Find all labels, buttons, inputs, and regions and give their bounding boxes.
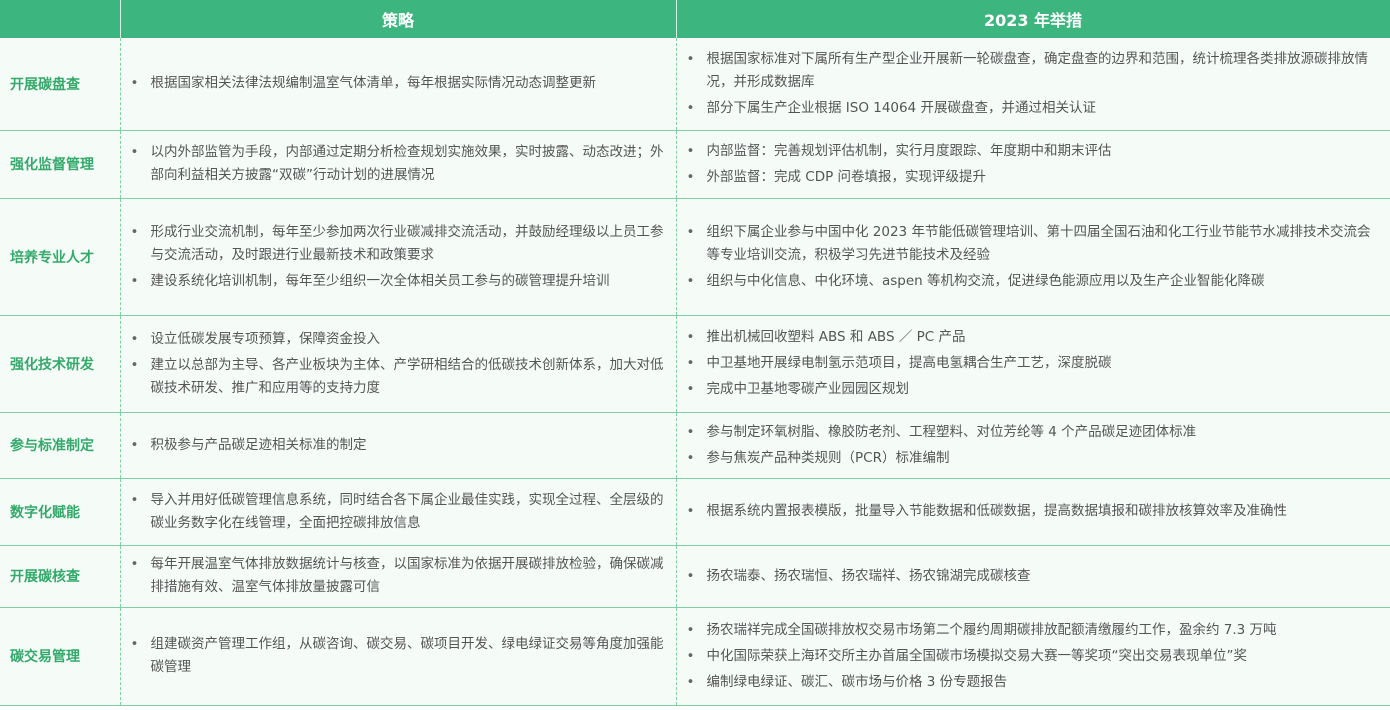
row-label: 强化技术研发 (0, 315, 120, 413)
actions-item: 组织与中化信息、中化环境、aspen 等机构交流，促进绿色能源应用以及生产企业智… (687, 270, 1381, 293)
actions-list: 推出机械回收塑料 ABS 和 ABS ／ PC 产品中卫基地开展绿电制氢示范项目… (677, 326, 1390, 401)
actions-item: 完成中卫基地零碳产业园园区规划 (687, 378, 1381, 401)
table-row: 开展碳核查每年开展温室气体排放数据统计与核查，以国家标准为依据开展碳排放检验，确… (0, 545, 1390, 608)
strategy-list: 导入并用好低碳管理信息系统，同时结合各下属企业最佳实践，实现全过程、全层级的碳业… (121, 489, 676, 535)
actions-item: 组织下属企业参与中国中化 2023 年节能低碳管理培训、第十四届全国石油和化工行… (687, 221, 1381, 267)
row-label: 强化监督管理 (0, 130, 120, 199)
actions-item: 部分下属生产企业根据 ISO 14064 开展碳盘查，并通过相关认证 (687, 97, 1381, 120)
strategy-list: 以内外部监管为手段，内部通过定期分析检查规划实施效果，实时披露、动态改进；外部向… (121, 141, 676, 187)
table-header: 策略 2023 年举措 (0, 0, 1390, 38)
actions-list: 根据国家标准对下属所有生产型企业开展新一轮碳盘查，确定盘查的边界和范围，统计梳理… (677, 48, 1390, 120)
strategy-cell: 组建碳资产管理工作组，从碳咨询、碳交易、碳项目开发、绿电绿证交易等角度加强能碳管… (119, 607, 676, 706)
strategy-list: 每年开展温室气体排放数据统计与核查，以国家标准为依据开展碳排放检验，确保碳减排措… (121, 553, 676, 599)
strategy-item: 设立低碳发展专项预算，保障资金投入 (131, 328, 666, 351)
header-actions: 2023 年举措 (676, 0, 1390, 38)
actions-cell: 根据国家标准对下属所有生产型企业开展新一轮碳盘查，确定盘查的边界和范围，统计梳理… (675, 38, 1390, 131)
row-label: 数字化赋能 (0, 478, 120, 546)
strategy-item: 以内外部监管为手段，内部通过定期分析检查规划实施效果，实时披露、动态改进；外部向… (131, 141, 666, 187)
actions-cell: 组织下属企业参与中国中化 2023 年节能低碳管理培训、第十四届全国石油和化工行… (675, 198, 1390, 316)
actions-cell: 推出机械回收塑料 ABS 和 ABS ／ PC 产品中卫基地开展绿电制氢示范项目… (675, 315, 1390, 413)
actions-list: 参与制定环氧树脂、橡胶防老剂、工程塑料、对位芳纶等 4 个产品碳足迹团体标准参与… (677, 421, 1390, 470)
actions-cell: 参与制定环氧树脂、橡胶防老剂、工程塑料、对位芳纶等 4 个产品碳足迹团体标准参与… (675, 412, 1390, 479)
actions-cell: 扬农瑞祥完成全国碳排放权交易市场第二个履约周期碳排放配额清缴履约工作，盈余约 7… (675, 607, 1390, 706)
strategy-item: 根据国家相关法律法规编制温室气体清单，每年根据实际情况动态调整更新 (131, 72, 666, 95)
actions-item: 内部监督：完善规划评估机制，实行月度跟踪、年度期中和期末评估 (687, 140, 1381, 163)
actions-item: 根据国家标准对下属所有生产型企业开展新一轮碳盘查，确定盘查的边界和范围，统计梳理… (687, 48, 1381, 94)
actions-item: 推出机械回收塑料 ABS 和 ABS ／ PC 产品 (687, 326, 1381, 349)
row-label: 开展碳盘查 (0, 38, 120, 131)
table-row: 培养专业人才形成行业交流机制，每年至少参加两次行业碳减排交流活动，并鼓励经理级以… (0, 198, 1390, 316)
actions-cell: 根据系统内置报表模版，批量导入节能数据和低碳数据，提高数据填报和碳排放核算效率及… (675, 478, 1390, 546)
strategy-item: 积极参与产品碳足迹相关标准的制定 (131, 434, 666, 457)
strategy-cell: 导入并用好低碳管理信息系统，同时结合各下属企业最佳实践，实现全过程、全层级的碳业… (119, 478, 676, 546)
strategy-cell: 根据国家相关法律法规编制温室气体清单，每年根据实际情况动态调整更新 (119, 38, 676, 131)
strategy-item: 每年开展温室气体排放数据统计与核查，以国家标准为依据开展碳排放检验，确保碳减排措… (131, 553, 666, 599)
header-blank (0, 0, 121, 38)
actions-list: 组织下属企业参与中国中化 2023 年节能低碳管理培训、第十四届全国石油和化工行… (677, 221, 1390, 293)
table-row: 碳交易管理组建碳资产管理工作组，从碳咨询、碳交易、碳项目开发、绿电绿证交易等角度… (0, 607, 1390, 706)
header-strategy: 策略 (120, 0, 677, 38)
strategy-list: 设立低碳发展专项预算，保障资金投入建立以总部为主导、各产业板块为主体、产学研相结… (121, 328, 676, 400)
actions-item: 中化国际荣获上海环交所主办首届全国碳市场模拟交易大赛一等奖项“突出交易表现单位”… (687, 645, 1381, 668)
row-label: 开展碳核查 (0, 545, 120, 608)
actions-item: 根据系统内置报表模版，批量导入节能数据和低碳数据，提高数据填报和碳排放核算效率及… (687, 500, 1381, 523)
row-label: 培养专业人才 (0, 198, 120, 316)
strategy-cell: 以内外部监管为手段，内部通过定期分析检查规划实施效果，实时披露、动态改进；外部向… (119, 130, 676, 199)
actions-list: 内部监督：完善规划评估机制，实行月度跟踪、年度期中和期末评估外部监督：完成 CD… (677, 140, 1390, 189)
row-label: 碳交易管理 (0, 607, 120, 706)
strategy-item: 组建碳资产管理工作组，从碳咨询、碳交易、碳项目开发、绿电绿证交易等角度加强能碳管… (131, 633, 666, 679)
actions-item: 参与焦炭产品种类规则（PCR）标准编制 (687, 447, 1381, 470)
row-label: 参与标准制定 (0, 412, 120, 479)
strategy-item: 建设系统化培训机制，每年至少组织一次全体相关员工参与的碳管理提升培训 (131, 270, 666, 293)
table-row: 强化技术研发设立低碳发展专项预算，保障资金投入建立以总部为主导、各产业板块为主体… (0, 315, 1390, 413)
strategy-cell: 每年开展温室气体排放数据统计与核查，以国家标准为依据开展碳排放检验，确保碳减排措… (119, 545, 676, 608)
strategy-item: 建立以总部为主导、各产业板块为主体、产学研相结合的低碳技术创新体系，加大对低碳技… (131, 354, 666, 400)
strategy-item: 形成行业交流机制，每年至少参加两次行业碳减排交流活动，并鼓励经理级以上员工参与交… (131, 221, 666, 267)
actions-item: 中卫基地开展绿电制氢示范项目，提高电氢耦合生产工艺，深度脱碳 (687, 352, 1381, 375)
strategy-cell: 形成行业交流机制，每年至少参加两次行业碳减排交流活动，并鼓励经理级以上员工参与交… (119, 198, 676, 316)
strategy-cell: 设立低碳发展专项预算，保障资金投入建立以总部为主导、各产业板块为主体、产学研相结… (119, 315, 676, 413)
actions-item: 外部监督：完成 CDP 问卷填报，实现评级提升 (687, 166, 1381, 189)
strategy-list: 组建碳资产管理工作组，从碳咨询、碳交易、碳项目开发、绿电绿证交易等角度加强能碳管… (121, 633, 676, 679)
table-row: 数字化赋能导入并用好低碳管理信息系统，同时结合各下属企业最佳实践，实现全过程、全… (0, 478, 1390, 546)
table-row: 开展碳盘查根据国家相关法律法规编制温室气体清单，每年根据实际情况动态调整更新根据… (0, 38, 1390, 131)
actions-item: 编制绿电绿证、碳汇、碳市场与价格 3 份专题报告 (687, 671, 1381, 694)
strategy-list: 形成行业交流机制，每年至少参加两次行业碳减排交流活动，并鼓励经理级以上员工参与交… (121, 221, 676, 293)
actions-cell: 内部监督：完善规划评估机制，实行月度跟踪、年度期中和期末评估外部监督：完成 CD… (675, 130, 1390, 199)
table-row: 参与标准制定积极参与产品碳足迹相关标准的制定参与制定环氧树脂、橡胶防老剂、工程塑… (0, 412, 1390, 479)
actions-item: 参与制定环氧树脂、橡胶防老剂、工程塑料、对位芳纶等 4 个产品碳足迹团体标准 (687, 421, 1381, 444)
strategy-list: 积极参与产品碳足迹相关标准的制定 (121, 434, 676, 457)
actions-cell: 扬农瑞泰、扬农瑞恒、扬农瑞祥、扬农锦湖完成碳核查 (675, 545, 1390, 608)
actions-list: 扬农瑞祥完成全国碳排放权交易市场第二个履约周期碳排放配额清缴履约工作，盈余约 7… (677, 619, 1390, 694)
actions-item: 扬农瑞泰、扬农瑞恒、扬农瑞祥、扬农锦湖完成碳核查 (687, 565, 1381, 588)
strategy-item: 导入并用好低碳管理信息系统，同时结合各下属企业最佳实践，实现全过程、全层级的碳业… (131, 489, 666, 535)
strategy-cell: 积极参与产品碳足迹相关标准的制定 (119, 412, 676, 479)
actions-list: 扬农瑞泰、扬农瑞恒、扬农瑞祥、扬农锦湖完成碳核查 (677, 565, 1390, 588)
table-row: 强化监督管理以内外部监管为手段，内部通过定期分析检查规划实施效果，实时披露、动态… (0, 130, 1390, 199)
actions-list: 根据系统内置报表模版，批量导入节能数据和低碳数据，提高数据填报和碳排放核算效率及… (677, 500, 1390, 523)
strategy-list: 根据国家相关法律法规编制温室气体清单，每年根据实际情况动态调整更新 (121, 72, 676, 95)
actions-item: 扬农瑞祥完成全国碳排放权交易市场第二个履约周期碳排放配额清缴履约工作，盈余约 7… (687, 619, 1381, 642)
